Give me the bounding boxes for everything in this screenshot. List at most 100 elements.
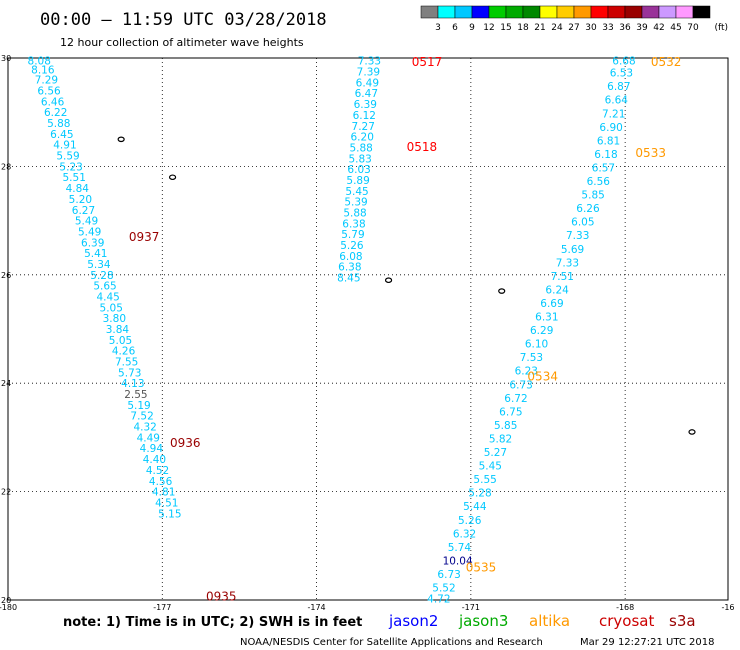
swh-value-label: 6.56 [587,176,611,188]
grid-lines [8,58,728,600]
legend-tick-label: 70 [687,23,699,33]
plot-area [7,57,729,601]
footer-timestamp: Mar 29 12:27:21 UTC 2018 [580,637,715,648]
swh-value-label: 6.39 [81,237,104,249]
legend-tick-label: 45 [670,23,681,33]
legend-swatch [539,5,558,19]
legend-swatch [488,5,507,19]
swh-value-label: 6.31 [535,312,558,324]
axis-tick-labels: -180 -177 -174 -171 -168 -16 30 28 26 24 22 20 [0,54,735,612]
legend-swatch [420,5,439,19]
legend-swatch [624,5,643,19]
swh-value-label: 5.74 [448,542,472,554]
x-tick-label: -168 [616,603,634,612]
swh-value-label: 5.05 [100,302,123,314]
swh-value-label: 6.38 [338,262,361,274]
swh-value-label: 4.40 [143,454,166,466]
legend-swatch [641,5,660,19]
swh-value-label: 6.05 [571,217,594,229]
swh-value-label: 5.51 [63,172,86,184]
legend-tick-label: 6 [452,23,458,33]
legend-tick-label: 12 [483,23,494,33]
color-scale-legend: 3 6 9 12 15 18 21 24 27 30 33 36 39 42 45 70 [420,5,711,33]
legend-tick-label: 9 [469,23,475,33]
x-tick-label: -180 [0,603,17,612]
swh-value-label: 4.45 [96,291,119,303]
legend-tick-label: 21 [534,23,545,33]
swh-value-label: 6.32 [453,528,476,540]
island-mark [498,288,506,294]
swh-value-label: 8.16 [31,64,55,76]
swh-value-label: 7.33 [358,56,381,68]
swh-value-label: 7.33 [556,257,579,269]
island-mark [688,429,696,435]
island-mark [117,136,125,143]
swh-value-label: 5.23 [59,161,82,173]
swh-value-label: 4.32 [133,422,156,434]
swh-value-label: 6.72 [504,393,527,405]
chart-subtitle: 12 hour collection of altimeter wave hei… [60,36,304,49]
swh-value-label: 6.18 [594,149,617,161]
swh-value-label: 5.39 [344,197,367,209]
swh-value-label: 7.33 [566,230,589,242]
pass-time-label: 0535 [466,560,497,574]
y-tick-label: 24 [1,379,11,388]
swh-value-label: 4.94 [140,443,164,455]
legend-tick-label: 15 [500,23,511,33]
satellite-legend-item: cryosat [599,612,654,630]
y-tick-label: 28 [1,162,11,171]
satellite-legend-item: jason3 [458,612,508,630]
swh-value-label: 5.34 [87,259,111,271]
legend-tick-label: 36 [619,23,631,33]
swh-value-label: 6.69 [540,298,563,310]
swh-value-label: 10.04 [443,555,473,567]
legend-tick-label: 3 [435,23,441,33]
x-tick-label: -174 [307,603,325,612]
swh-value-label: 6.64 [605,95,629,107]
swh-value-label: 5.73 [118,367,141,379]
swh-value-label: 5.52 [432,583,455,595]
satellite-legend-item: altika [529,612,570,630]
x-tick-label: -171 [462,603,480,612]
swh-value-label: 6.68 [612,56,635,68]
swh-value-label: 5.85 [494,420,517,432]
swh-value-label: 7.51 [551,271,574,283]
legend-swatch [522,5,541,19]
swh-value-label: 4.56 [149,476,173,488]
swh-value-label: 4.84 [66,183,90,195]
legend-swatch [505,5,524,19]
legend-swatch [607,5,626,19]
swh-value-label: 5.49 [75,216,98,228]
swh-value-label: 6.56 [37,86,61,98]
footer-note: note: 1) Time is in UTC; 2) SWH is in fe… [63,615,362,630]
footer-credit: NOAA/NESDIS Center for Satellite Applica… [240,637,543,648]
swh-value-label: 5.65 [93,281,116,293]
swh-value-label: 4.26 [112,346,136,358]
legend-tick-label: 18 [517,23,529,33]
pass-time-label: 0937 [129,230,160,244]
swh-value-label: 6.75 [499,406,522,418]
y-tick-label: 22 [1,488,11,497]
pass-time-label: 0517 [412,55,443,69]
swh-value-label: 4.91 [53,140,76,152]
swh-value-label: 5.89 [346,175,369,187]
swh-value-label: 6.08 [339,251,362,263]
swh-value-label: 5.45 [479,461,502,473]
pass-time-labels: 0937 0936 0935 0517 0518 0532 0533 0534 0535 [129,55,682,604]
swh-value-label: 5.82 [489,433,512,445]
swh-value-label: 7.55 [115,357,138,369]
swh-value-label: 6.81 [597,135,620,147]
swh-value-label: 5.69 [561,244,584,256]
swh-value-label: 6.29 [530,325,553,337]
island-mark [168,174,177,181]
swh-value-label: 6.53 [610,68,633,80]
legend-tick-label: 42 [653,23,664,33]
swh-value-label: 4.52 [146,465,169,477]
swh-value-label: 5.28 [468,488,491,500]
legend-tick-label: 30 [585,23,597,33]
swh-value-label: 6.03 [347,164,370,176]
chart-title: 00:00 – 11:59 UTC 03/28/2018 [40,10,327,30]
swh-value-label: 7.39 [357,67,380,79]
swh-value-label: 6.23 [515,366,538,378]
swh-data-points: 8.088.167.296.566.466.225.886.454.915.59… [28,56,636,606]
